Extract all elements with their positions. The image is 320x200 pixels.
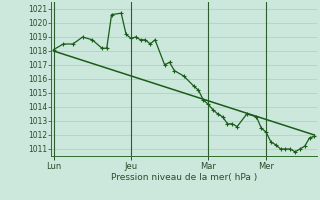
X-axis label: Pression niveau de la mer( hPa ): Pression niveau de la mer( hPa )	[111, 173, 257, 182]
